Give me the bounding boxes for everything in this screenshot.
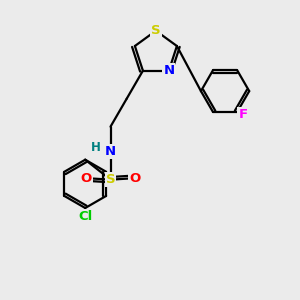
Text: H: H — [91, 141, 101, 154]
Text: F: F — [238, 109, 247, 122]
Text: O: O — [129, 172, 140, 185]
Text: S: S — [106, 173, 115, 186]
Text: Cl: Cl — [78, 210, 92, 223]
Text: O: O — [81, 172, 92, 185]
Text: N: N — [105, 145, 116, 158]
Text: S: S — [151, 24, 161, 37]
Text: N: N — [163, 64, 174, 77]
